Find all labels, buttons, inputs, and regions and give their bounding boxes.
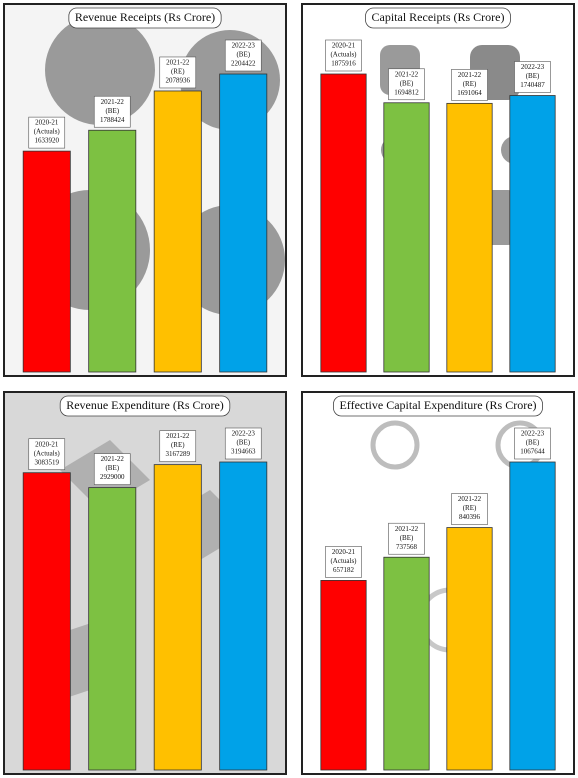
bar xyxy=(22,150,71,373)
label-box xyxy=(93,453,131,485)
value-label: 1691064 xyxy=(457,89,482,97)
stage-label: (RE) xyxy=(171,441,185,449)
bar xyxy=(219,461,268,771)
label-box xyxy=(224,39,262,72)
stage-label: (Actuals) xyxy=(330,557,357,565)
value-label: 2078936 xyxy=(166,77,191,85)
value-label: 3083519 xyxy=(35,458,60,466)
value-label: 1633920 xyxy=(35,137,60,145)
label-box xyxy=(28,438,66,471)
chart-title: Revenue Expenditure (Rs Crore) xyxy=(66,398,224,412)
bar xyxy=(22,472,71,771)
chart-title: Effective Capital Expenditure (Rs Crore) xyxy=(339,398,536,412)
category-label: 2022-23 xyxy=(521,430,545,438)
value-label: 2929000 xyxy=(100,473,125,481)
title-background xyxy=(59,395,231,417)
stage-label: (RE) xyxy=(463,504,477,512)
label-box xyxy=(451,69,488,101)
title-background xyxy=(365,7,511,29)
value-label: 840396 xyxy=(459,513,481,521)
category-label: 2021-22 xyxy=(395,525,419,533)
stage-label: (BE) xyxy=(236,51,250,59)
category-label: 2020-21 xyxy=(332,548,356,556)
category-label: 2021-22 xyxy=(101,98,125,106)
bar xyxy=(153,464,202,771)
value-label: 2204422 xyxy=(231,60,256,68)
category-label: 2020-21 xyxy=(35,119,59,127)
category-label: 2022-23 xyxy=(521,63,545,71)
bar xyxy=(509,461,556,771)
category-label: 2021-22 xyxy=(166,59,190,67)
stage-label: (BE) xyxy=(526,72,540,80)
category-label: 2020-21 xyxy=(35,440,59,448)
label-box xyxy=(514,427,551,460)
bar xyxy=(219,73,268,373)
label-box xyxy=(93,95,131,128)
stage-label: (BE) xyxy=(105,464,119,472)
label-box xyxy=(451,493,488,525)
bar xyxy=(88,129,137,373)
stage-label: (BE) xyxy=(400,79,414,87)
title-background xyxy=(333,395,543,417)
category-label: 2020-21 xyxy=(332,42,356,50)
label-box xyxy=(224,427,262,460)
stage-label: (RE) xyxy=(463,80,477,88)
value-label: 3167289 xyxy=(166,450,191,458)
label-box xyxy=(514,61,551,93)
label-box xyxy=(28,116,66,149)
value-label: 737568 xyxy=(396,543,418,551)
stage-label: (Actuals) xyxy=(330,51,357,59)
value-label: 3194663 xyxy=(231,448,256,456)
value-label: 657182 xyxy=(333,566,355,574)
stage-label: (BE) xyxy=(105,107,119,115)
bar xyxy=(383,102,430,373)
bar xyxy=(153,90,202,373)
bar xyxy=(88,487,137,771)
category-label: 2021-22 xyxy=(458,71,482,79)
value-label: 1875916 xyxy=(331,60,356,68)
category-label: 2022-23 xyxy=(232,42,256,50)
bar xyxy=(320,73,367,373)
category-label: 2021-22 xyxy=(395,70,419,78)
bar xyxy=(383,556,430,771)
label-box xyxy=(325,546,362,578)
category-label: 2021-22 xyxy=(101,455,125,463)
category-label: 2021-22 xyxy=(166,432,190,440)
category-label: 2022-23 xyxy=(232,430,256,438)
chart-title: Capital Receipts (Rs Crore) xyxy=(372,10,505,24)
value-label: 1788424 xyxy=(100,116,125,124)
bar xyxy=(446,102,493,373)
label-box xyxy=(388,522,425,555)
title-background xyxy=(68,7,222,29)
value-label: 1694812 xyxy=(394,88,419,96)
bar xyxy=(509,95,556,373)
stage-label: (RE) xyxy=(171,68,185,76)
label-box xyxy=(388,68,425,101)
label-box xyxy=(325,39,362,72)
stage-label: (BE) xyxy=(400,534,414,542)
value-label: 1740487 xyxy=(520,81,545,89)
label-box xyxy=(159,56,197,89)
chart-title: Revenue Receipts (Rs Crore) xyxy=(75,10,215,24)
category-label: 2021-22 xyxy=(458,495,482,503)
value-label: 1067644 xyxy=(520,448,545,456)
bar xyxy=(320,580,367,771)
stage-label: (BE) xyxy=(236,439,250,447)
stage-label: (Actuals) xyxy=(34,449,61,457)
stage-label: (Actuals) xyxy=(34,128,61,136)
stage-label: (BE) xyxy=(526,439,540,447)
label-box xyxy=(159,430,197,462)
bar xyxy=(446,527,493,771)
